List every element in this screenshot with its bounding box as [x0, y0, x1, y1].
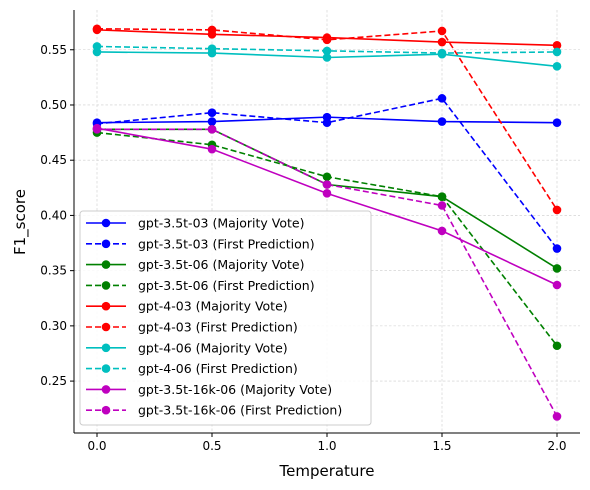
data-point [552, 264, 562, 273]
legend-marker [101, 218, 111, 228]
data-point [207, 44, 217, 53]
data-point [437, 201, 447, 210]
legend-marker [101, 301, 111, 311]
series-line [97, 128, 558, 417]
legend-entry: gpt-3.5t-16k-06 (First Prediction) [86, 403, 342, 418]
legend-marker [101, 239, 111, 249]
y-tick-label: 0.45 [40, 153, 67, 167]
y-axis-label: F1_score [11, 189, 30, 255]
data-point [322, 53, 332, 62]
legend: gpt-3.5t-03 (Majority Vote) gpt-3.5t-03 (… [79, 210, 372, 426]
x-tick-label: 1.5 [432, 439, 451, 453]
x-axis-label: Temperature [278, 462, 374, 480]
series-gpt-3-5t-16k-06-first-prediction [92, 124, 562, 421]
y-tick-label: 0.55 [40, 43, 67, 57]
data-point [552, 280, 562, 290]
legend-marker [101, 322, 111, 332]
data-point [92, 124, 102, 134]
legend-entry: gpt-4-06 (Majority Vote) [86, 340, 288, 355]
data-point [552, 41, 562, 50]
legend-entry: gpt-3.5t-06 (Majority Vote) [86, 257, 304, 272]
data-point [552, 412, 562, 421]
legend-marker [101, 281, 111, 290]
data-point [437, 26, 447, 36]
y-tick-label: 0.30 [40, 319, 67, 333]
data-point [552, 205, 562, 215]
legend-marker [101, 405, 111, 415]
data-point [322, 172, 332, 182]
x-tick-label: 1.0 [317, 439, 336, 453]
y-tick-label: 0.50 [40, 98, 67, 112]
legend-marker [101, 364, 111, 373]
series-gpt-3-5t-03-first-prediction [92, 94, 562, 253]
legend-entry: gpt-3.5t-06 (First Prediction) [86, 278, 315, 293]
data-point [322, 189, 332, 198]
legend-marker [101, 260, 111, 269]
data-point [92, 24, 102, 34]
legend-label: gpt-4-03 (First Prediction) [138, 320, 298, 335]
data-point [207, 108, 217, 118]
y-tick-label: 0.35 [40, 264, 67, 278]
series-gpt-4-03-first-prediction [92, 24, 562, 215]
legend-label: gpt-3.5t-06 (First Prediction) [138, 278, 315, 293]
x-tick-label: 0.5 [202, 439, 221, 453]
y-axis-ticks: 0.25 0.30 0.35 0.40 0.45 0.50 0.55 [40, 43, 74, 388]
data-point [552, 118, 562, 127]
legend-label: gpt-4-06 (Majority Vote) [138, 340, 288, 355]
data-point [207, 25, 217, 35]
data-point [207, 117, 217, 126]
legend-entry: gpt-4-06 (First Prediction) [86, 361, 298, 376]
x-tick-label: 2.0 [547, 439, 566, 453]
data-point [552, 341, 562, 351]
data-point [437, 48, 447, 58]
series-gpt-4-06-first-prediction [92, 42, 562, 58]
data-point [322, 118, 332, 127]
y-tick-label: 0.40 [40, 208, 67, 222]
legend-label: gpt-4-03 (Majority Vote) [138, 299, 288, 314]
data-point [552, 47, 562, 57]
data-point [552, 62, 562, 71]
legend-label: gpt-3.5t-16k-06 (First Prediction) [138, 403, 342, 418]
x-axis-ticks: 0.0 0.5 1.0 1.5 2.0 [87, 433, 567, 453]
legend-box [79, 210, 372, 426]
data-point [322, 46, 332, 56]
legend-marker [101, 343, 111, 353]
legend-label: gpt-3.5t-03 (Majority Vote) [138, 216, 304, 231]
data-point [322, 35, 332, 45]
data-point [437, 94, 447, 103]
legend-entry: gpt-4-03 (First Prediction) [86, 320, 298, 335]
legend-label: gpt-3.5t-16k-06 (Majority Vote) [138, 382, 332, 397]
data-point [92, 42, 102, 51]
y-tick-label: 0.25 [40, 374, 67, 388]
series-gpt-3-5t-16k-06-majority-vote [92, 123, 562, 290]
legend-entry: gpt-3.5t-03 (First Prediction) [86, 236, 315, 251]
legend-marker [101, 385, 111, 394]
data-point [207, 144, 217, 154]
data-point [552, 244, 562, 253]
legend-entry: gpt-4-03 (Majority Vote) [86, 299, 288, 314]
data-point [437, 192, 447, 201]
legend-label: gpt-3.5t-06 (Majority Vote) [138, 257, 304, 272]
series-gpt-3-5t-06-first-prediction [92, 128, 562, 351]
legend-entry: gpt-3.5t-16k-06 (Majority Vote) [86, 382, 332, 397]
legend-label: gpt-4-06 (First Prediction) [138, 361, 298, 376]
data-point [207, 124, 217, 134]
data-point [437, 226, 447, 236]
legend-entry: gpt-3.5t-03 (Majority Vote) [86, 216, 304, 231]
x-tick-label: 0.0 [87, 439, 106, 453]
legend-label: gpt-3.5t-03 (First Prediction) [138, 236, 315, 251]
data-point [437, 117, 447, 126]
data-point [322, 180, 332, 189]
series-layer [92, 24, 562, 421]
data-point [437, 37, 447, 47]
